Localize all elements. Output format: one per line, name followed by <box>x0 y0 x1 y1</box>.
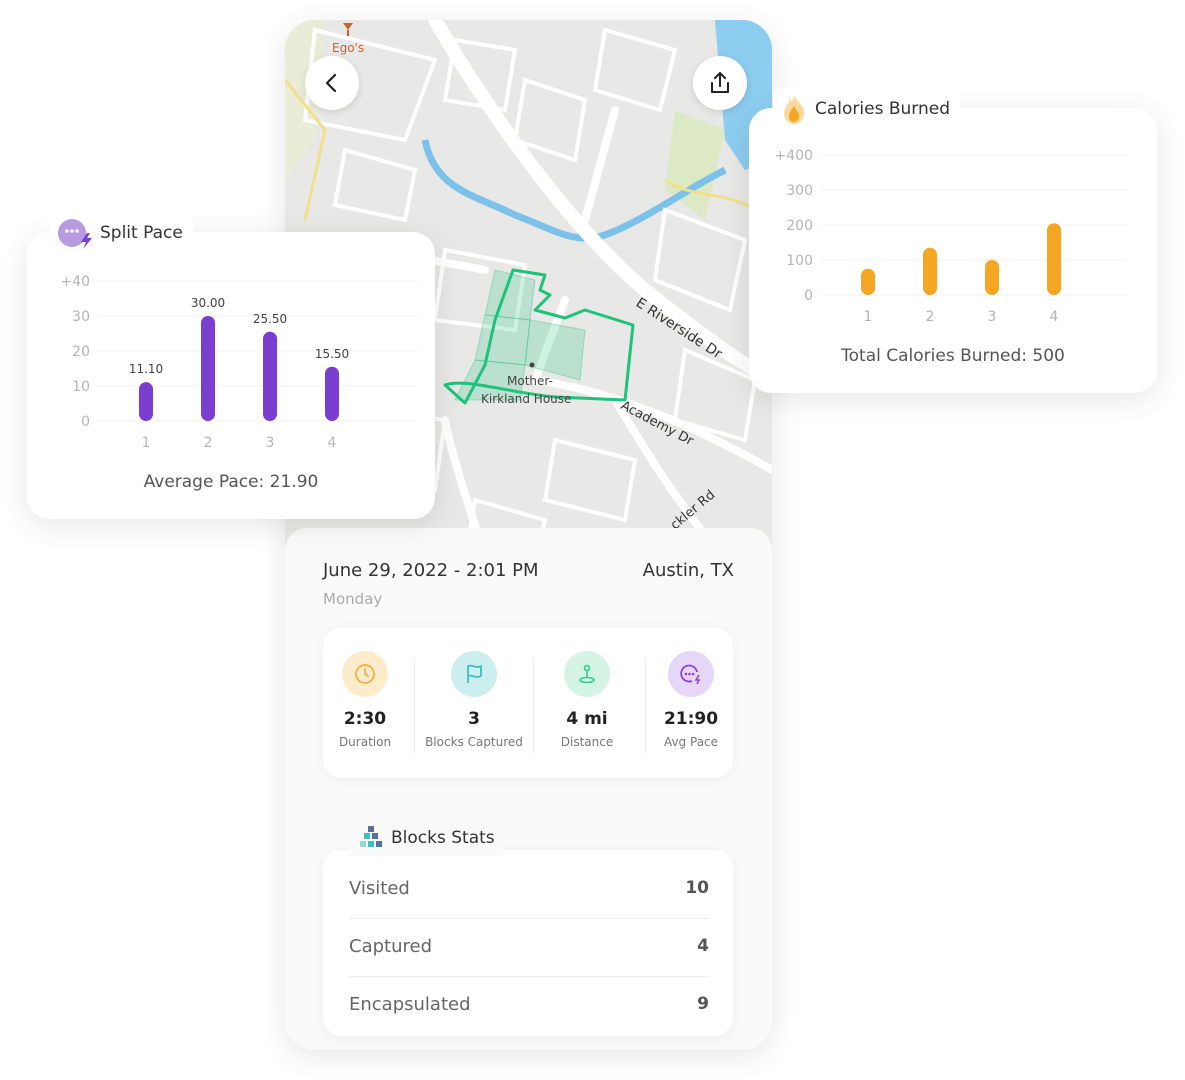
data-label: 15.50 <box>315 347 349 361</box>
y-tick-label: 30 <box>72 309 90 325</box>
summary-stats-card: 2:30 Duration 3 Blocks Captured 4 mi Dis… <box>323 628 733 778</box>
y-tick-label: +400 <box>775 148 813 164</box>
stat-value: 21:90 <box>663 709 719 729</box>
row-label: Visited <box>349 877 410 899</box>
split-pace-header: Split Pace <box>50 212 193 254</box>
y-tick-label: 300 <box>786 183 813 199</box>
back-button[interactable] <box>305 56 359 110</box>
flag-icon <box>451 651 497 697</box>
row-value: 4 <box>697 936 709 956</box>
y-tick-label: 10 <box>72 379 90 395</box>
pace-icon <box>668 651 714 697</box>
x-tick-label: 3 <box>266 435 275 451</box>
average-pace-text: Average Pace: 21.90 <box>143 472 319 492</box>
calories-title: Calories Burned <box>815 99 950 119</box>
row-value: 9 <box>697 994 709 1014</box>
blocks-icon <box>360 826 382 847</box>
calories-header: Calories Burned <box>773 88 960 130</box>
clock-icon <box>342 651 388 697</box>
row-label: Encapsulated <box>349 993 471 1015</box>
stat-label: Distance <box>560 735 614 749</box>
calories-card: +400 300 200 100 0 1 2 3 4 Total Calories Burned… <box>749 108 1157 393</box>
activity-screen: Ego's E Riverside Dr Mother- Kirkland Ho… <box>285 20 772 1050</box>
data-label: 25.50 <box>253 312 287 326</box>
stat-duration: 2:30 Duration <box>310 628 420 778</box>
x-tick-label: 2 <box>204 435 213 451</box>
y-tick-label: 200 <box>786 218 813 234</box>
x-tick-label: 1 <box>864 309 873 325</box>
x-tick-label: 2 <box>926 309 935 325</box>
row-label: Captured <box>349 935 432 957</box>
bar <box>201 316 215 421</box>
blocks-stats-header: Blocks Stats <box>351 818 503 856</box>
split-pace-chart: +40 30 20 10 0 11.10 1 30.00 2 25.50 3 15.50 4 <box>60 274 417 451</box>
x-tick-label: 1 <box>142 435 151 451</box>
blocks-row-visited: Visited 10 <box>349 862 709 914</box>
bar <box>861 268 875 295</box>
stat-value: 2:30 <box>343 709 387 729</box>
pace-icon <box>58 219 92 249</box>
stat-avg-pace: 21:90 Avg Pace <box>636 628 746 778</box>
stat-label: Duration <box>338 735 392 749</box>
stat-blocks-captured: 3 Blocks Captured <box>419 628 529 778</box>
bar <box>139 382 153 421</box>
chevron-left-icon <box>325 73 337 93</box>
y-tick-label: +40 <box>60 274 90 290</box>
total-calories-text: Total Calories Burned: 500 <box>841 346 1065 366</box>
bar <box>923 247 937 295</box>
blocks-stats-title: Blocks Stats <box>391 828 495 848</box>
poi-marker-icon <box>343 23 353 36</box>
activity-weekday: Monday <box>323 590 383 608</box>
share-button[interactable] <box>693 56 747 110</box>
data-label: 30.00 <box>191 296 225 310</box>
share-icon <box>711 72 729 93</box>
split-pace-title: Split Pace <box>100 223 183 243</box>
activity-details: June 29, 2022 - 2:01 PM Monday Austin, T… <box>285 528 772 1050</box>
stat-value: 4 mi <box>566 709 608 729</box>
bar <box>325 366 339 421</box>
x-tick-label: 3 <box>988 309 997 325</box>
x-tick-label: 4 <box>1050 309 1059 325</box>
y-tick-label: 0 <box>81 414 90 430</box>
y-tick-label: 20 <box>72 344 90 360</box>
y-tick-label: 0 <box>804 288 813 304</box>
split-pace-card: +40 30 20 10 0 11.10 1 30.00 2 25.50 3 15.50 4 Avera… <box>27 232 435 519</box>
y-tick-label: 100 <box>786 253 813 269</box>
activity-location: Austin, TX <box>642 560 734 581</box>
map-label-place-2: Kirkland House <box>481 392 571 406</box>
calories-chart: +400 300 200 100 0 1 2 3 4 <box>775 148 1127 325</box>
bar <box>1047 223 1061 295</box>
activity-datetime: June 29, 2022 - 2:01 PM <box>323 560 539 581</box>
x-tick-label: 4 <box>328 435 337 451</box>
location-person-icon <box>564 651 610 697</box>
data-label: 11.10 <box>129 362 163 376</box>
bar <box>263 331 277 421</box>
stat-label: Avg Pace <box>663 735 719 749</box>
bar <box>985 260 999 295</box>
blocks-stats-card: Visited 10 Captured 4 Encapsulated 9 <box>323 850 733 1036</box>
blocks-row-encapsulated: Encapsulated 9 <box>349 978 709 1030</box>
flame-icon <box>784 95 804 124</box>
map-label-place: Mother- <box>507 374 553 388</box>
row-value: 10 <box>685 878 709 898</box>
map-label-poi: Ego's <box>332 41 364 55</box>
stat-distance: 4 mi Distance <box>532 628 642 778</box>
blocks-row-captured: Captured 4 <box>349 920 709 972</box>
stat-label: Blocks Captured <box>425 735 523 749</box>
stat-value: 3 <box>468 709 480 729</box>
